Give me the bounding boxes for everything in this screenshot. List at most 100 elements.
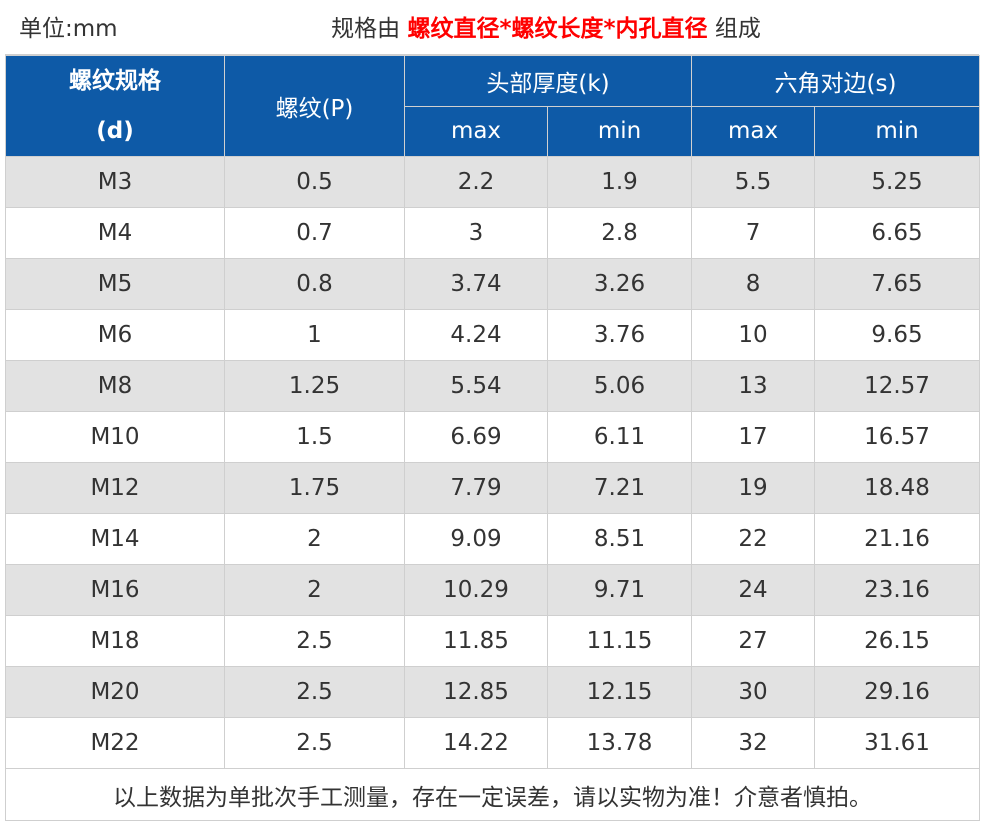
cell-s-max: 7 — [691, 207, 816, 259]
cell-k-max: 3.74 — [404, 258, 548, 310]
table-row: M18 2.5 11.85 11.15 27 26.15 — [5, 615, 981, 667]
header-thread-spec-name: 螺纹规格 — [69, 68, 161, 94]
cell-s-max: 8 — [691, 258, 816, 310]
cell-k-max: 11.85 — [404, 615, 548, 667]
cell-s-min: 29.16 — [814, 666, 981, 718]
table-row: M6 1 4.24 3.76 10 9.65 — [5, 309, 981, 361]
cell-s-max: 24 — [691, 564, 816, 616]
cell-p: 1.25 — [224, 360, 405, 412]
footer-note: 以上数据为单批次手工测量，存在一定误差，请以实物为准！介意者慎拍。 — [4, 768, 981, 821]
table-row: M12 1.75 7.79 7.21 19 18.48 — [5, 462, 981, 514]
cell-d: M12 — [5, 462, 225, 514]
spec-prefix: 规格由 — [331, 16, 408, 42]
cell-k-min: 9.71 — [546, 564, 693, 616]
cell-k-max: 14.22 — [404, 717, 548, 769]
cell-p: 2 — [224, 513, 405, 565]
cell-k-max: 5.54 — [404, 360, 548, 412]
table-row: M4 0.7 3 2.8 7 6.65 — [5, 207, 981, 259]
cell-d: M3 — [5, 156, 225, 208]
cell-s-min: 9.65 — [814, 309, 981, 361]
header-s-min: min — [814, 105, 981, 157]
header-thread-pitch: 螺纹(P) — [224, 55, 405, 157]
cell-k-max: 4.24 — [404, 309, 548, 361]
cell-d: M20 — [5, 666, 225, 718]
table-row: M16 2 10.29 9.71 24 23.16 — [5, 564, 981, 616]
cell-k-min: 13.78 — [546, 717, 693, 769]
spec-suffix: 组成 — [707, 16, 761, 42]
cell-s-max: 22 — [691, 513, 816, 565]
cell-s-max: 19 — [691, 462, 816, 514]
cell-k-max: 7.79 — [404, 462, 548, 514]
cell-s-min: 6.65 — [814, 207, 981, 259]
cell-p: 2.5 — [224, 717, 405, 769]
header-s-max: max — [691, 105, 816, 157]
cell-k-max: 10.29 — [404, 564, 548, 616]
spec-highlight: 螺纹直径*螺纹长度*内孔直径 — [407, 16, 708, 42]
cell-p: 2.5 — [224, 666, 405, 718]
cell-s-max: 30 — [691, 666, 816, 718]
cell-k-min: 8.51 — [546, 513, 693, 565]
cell-p: 2 — [224, 564, 405, 616]
table-row: M3 0.5 2.2 1.9 5.5 5.25 — [5, 156, 981, 208]
table-row: M20 2.5 12.85 12.15 30 29.16 — [5, 666, 981, 718]
cell-s-max: 13 — [691, 360, 816, 412]
cell-d: M22 — [5, 717, 225, 769]
cell-d: M5 — [5, 258, 225, 310]
cell-s-max: 32 — [691, 717, 816, 769]
bolt-spec-table: 螺纹规格 (d) 螺纹(P) 头部厚度(k) 六角对边(s) max min m… — [4, 55, 981, 821]
cell-k-min: 7.21 — [546, 462, 693, 514]
table-row: M8 1.25 5.54 5.06 13 12.57 — [5, 360, 981, 412]
cell-k-max: 6.69 — [404, 411, 548, 463]
cell-k-min: 3.26 — [546, 258, 693, 310]
cell-k-min: 6.11 — [546, 411, 693, 463]
cell-p: 2.5 — [224, 615, 405, 667]
cell-s-min: 5.25 — [814, 156, 981, 208]
cell-k-max: 2.2 — [404, 156, 548, 208]
cell-s-max: 17 — [691, 411, 816, 463]
footer-row: 以上数据为单批次手工测量，存在一定误差，请以实物为准！介意者慎拍。 — [4, 768, 981, 821]
cell-p: 0.5 — [224, 156, 405, 208]
cell-s-min: 21.16 — [814, 513, 981, 565]
cell-k-min: 5.06 — [546, 360, 693, 412]
cell-d: M18 — [5, 615, 225, 667]
cell-d: M14 — [5, 513, 225, 565]
cell-k-max: 9.09 — [404, 513, 548, 565]
unit-label: 单位:mm — [19, 16, 118, 42]
table-row: M5 0.8 3.74 3.26 8 7.65 — [5, 258, 981, 310]
cell-p: 1.5 — [224, 411, 405, 463]
cell-d: M4 — [5, 207, 225, 259]
cell-p: 0.8 — [224, 258, 405, 310]
cell-p: 1.75 — [224, 462, 405, 514]
cell-s-max: 5.5 — [691, 156, 816, 208]
cell-s-min: 16.57 — [814, 411, 981, 463]
cell-d: M16 — [5, 564, 225, 616]
cell-k-min: 1.9 — [546, 156, 693, 208]
header-k-max: max — [404, 105, 548, 157]
cell-d: M10 — [5, 411, 225, 463]
cell-k-min: 2.8 — [546, 207, 693, 259]
cell-k-min: 11.15 — [546, 615, 693, 667]
cell-p: 0.7 — [224, 207, 405, 259]
cell-s-min: 31.61 — [814, 717, 981, 769]
table-row: M14 2 9.09 8.51 22 21.16 — [5, 513, 981, 565]
title-row: 单位:mm 规格由 螺纹直径*螺纹长度*内孔直径 组成 — [5, 3, 979, 55]
cell-k-max: 3 — [404, 207, 548, 259]
cell-d: M8 — [5, 360, 225, 412]
cell-d: M6 — [5, 309, 225, 361]
cell-s-max: 27 — [691, 615, 816, 667]
cell-p: 1 — [224, 309, 405, 361]
cell-s-min: 26.15 — [814, 615, 981, 667]
spec-description: 规格由 螺纹直径*螺纹长度*内孔直径 组成 — [5, 3, 979, 55]
cell-k-min: 12.15 — [546, 666, 693, 718]
header-thread-spec: 螺纹规格 (d) — [5, 55, 225, 157]
header-thread-spec-symbol: (d) — [96, 118, 134, 144]
cell-s-max: 10 — [691, 309, 816, 361]
cell-s-min: 23.16 — [814, 564, 981, 616]
header-hex-across-flats: 六角对边(s) — [691, 55, 981, 107]
cell-s-min: 18.48 — [814, 462, 981, 514]
cell-s-min: 7.65 — [814, 258, 981, 310]
header-head-thickness: 头部厚度(k) — [403, 55, 693, 107]
header-k-min: min — [546, 105, 693, 157]
cell-k-min: 3.76 — [546, 309, 693, 361]
table-row: M10 1.5 6.69 6.11 17 16.57 — [5, 411, 981, 463]
